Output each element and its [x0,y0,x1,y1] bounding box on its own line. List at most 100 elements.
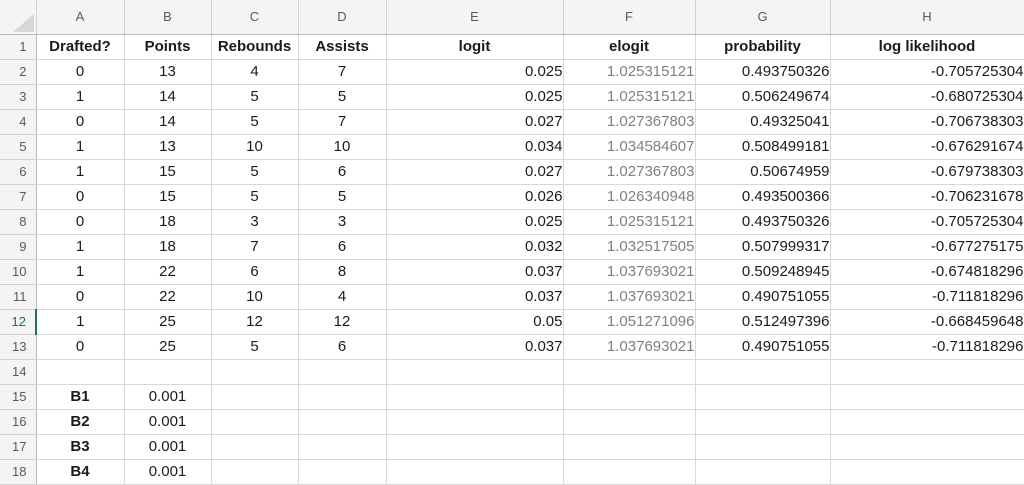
cell-C2[interactable]: 4 [210,58,299,85]
row-header-14[interactable]: 14 [0,358,37,385]
cell-C11[interactable]: 10 [210,283,299,310]
cell-D4[interactable]: 7 [297,108,387,135]
cell-D8[interactable]: 3 [297,208,387,235]
cell-C10[interactable]: 6 [210,258,299,285]
cell-A5[interactable]: 1 [35,133,125,160]
row-header-8[interactable]: 8 [0,208,37,235]
cell-D7[interactable]: 5 [297,183,387,210]
cell-E9[interactable]: 0.032 [385,233,564,260]
cell-E4[interactable]: 0.027 [385,108,564,135]
cell-F16[interactable] [562,408,696,435]
cell-F4[interactable]: 1.027367803 [562,108,696,135]
cell-F3[interactable]: 1.025315121 [562,83,696,110]
cell-A11[interactable]: 0 [35,283,125,310]
cell-F13[interactable]: 1.037693021 [562,333,696,360]
cell-F1[interactable]: elogit [562,33,696,60]
cell-F2[interactable]: 1.025315121 [562,58,696,85]
cell-H12[interactable]: -0.668459648 [829,308,1024,335]
cell-F7[interactable]: 1.026340948 [562,183,696,210]
cell-G14[interactable] [694,358,831,385]
cell-E2[interactable]: 0.025 [385,58,564,85]
cell-A13[interactable]: 0 [35,333,125,360]
cell-G4[interactable]: 0.49325041 [694,108,831,135]
column-header-E[interactable]: E [385,0,564,35]
cell-F18[interactable] [562,458,696,485]
cell-H3[interactable]: -0.680725304 [829,83,1024,110]
cell-H11[interactable]: -0.711818296 [829,283,1024,310]
row-header-11[interactable]: 11 [0,283,37,310]
cell-E12[interactable]: 0.05 [385,308,564,335]
cell-D11[interactable]: 4 [297,283,387,310]
cell-A16[interactable]: B2 [35,408,125,435]
row-header-4[interactable]: 4 [0,108,37,135]
cell-A2[interactable]: 0 [35,58,125,85]
cell-E1[interactable]: logit [385,33,564,60]
cell-G15[interactable] [694,383,831,410]
cell-G1[interactable]: probability [694,33,831,60]
cell-C4[interactable]: 5 [210,108,299,135]
cell-B10[interactable]: 22 [123,258,212,285]
column-header-C[interactable]: C [210,0,299,35]
cell-H9[interactable]: -0.677275175 [829,233,1024,260]
cell-E17[interactable] [385,433,564,460]
row-header-7[interactable]: 7 [0,183,37,210]
cell-D5[interactable]: 10 [297,133,387,160]
cell-D6[interactable]: 6 [297,158,387,185]
cell-B9[interactable]: 18 [123,233,212,260]
cell-E8[interactable]: 0.025 [385,208,564,235]
cell-F17[interactable] [562,433,696,460]
cell-E3[interactable]: 0.025 [385,83,564,110]
column-header-A[interactable]: A [35,0,125,35]
cell-D14[interactable] [297,358,387,385]
cell-H2[interactable]: -0.705725304 [829,58,1024,85]
cell-B3[interactable]: 14 [123,83,212,110]
row-header-1[interactable]: 1 [0,33,37,60]
cell-C7[interactable]: 5 [210,183,299,210]
cell-B11[interactable]: 22 [123,283,212,310]
cell-A1[interactable]: Drafted? [35,33,125,60]
cell-C5[interactable]: 10 [210,133,299,160]
cell-D16[interactable] [297,408,387,435]
cell-C13[interactable]: 5 [210,333,299,360]
cell-B7[interactable]: 15 [123,183,212,210]
cell-F9[interactable]: 1.032517505 [562,233,696,260]
cell-D17[interactable] [297,433,387,460]
cell-B4[interactable]: 14 [123,108,212,135]
cell-H15[interactable] [829,383,1024,410]
cell-A14[interactable] [35,358,125,385]
row-header-5[interactable]: 5 [0,133,37,160]
cell-H7[interactable]: -0.706231678 [829,183,1024,210]
cell-B14[interactable] [123,358,212,385]
cell-A6[interactable]: 1 [35,158,125,185]
cell-H5[interactable]: -0.676291674 [829,133,1024,160]
cell-G12[interactable]: 0.512497396 [694,308,831,335]
select-all-corner[interactable] [0,0,37,35]
cell-G2[interactable]: 0.493750326 [694,58,831,85]
cell-G13[interactable]: 0.490751055 [694,333,831,360]
cell-A7[interactable]: 0 [35,183,125,210]
cell-C1[interactable]: Rebounds [210,33,299,60]
cell-H18[interactable] [829,458,1024,485]
cell-D12[interactable]: 12 [297,308,387,335]
cell-A10[interactable]: 1 [35,258,125,285]
column-header-B[interactable]: B [123,0,212,35]
cell-F12[interactable]: 1.051271096 [562,308,696,335]
cell-F11[interactable]: 1.037693021 [562,283,696,310]
cell-D15[interactable] [297,383,387,410]
cell-A15[interactable]: B1 [35,383,125,410]
row-header-18[interactable]: 18 [0,458,37,485]
cell-B15[interactable]: 0.001 [123,383,212,410]
cell-H16[interactable] [829,408,1024,435]
cell-H14[interactable] [829,358,1024,385]
cell-G10[interactable]: 0.509248945 [694,258,831,285]
cell-D1[interactable]: Assists [297,33,387,60]
cell-F10[interactable]: 1.037693021 [562,258,696,285]
cell-E16[interactable] [385,408,564,435]
cell-E10[interactable]: 0.037 [385,258,564,285]
cell-G11[interactable]: 0.490751055 [694,283,831,310]
cell-C12[interactable]: 12 [210,308,299,335]
cell-G5[interactable]: 0.508499181 [694,133,831,160]
row-header-3[interactable]: 3 [0,83,37,110]
row-header-15[interactable]: 15 [0,383,37,410]
column-header-G[interactable]: G [694,0,831,35]
